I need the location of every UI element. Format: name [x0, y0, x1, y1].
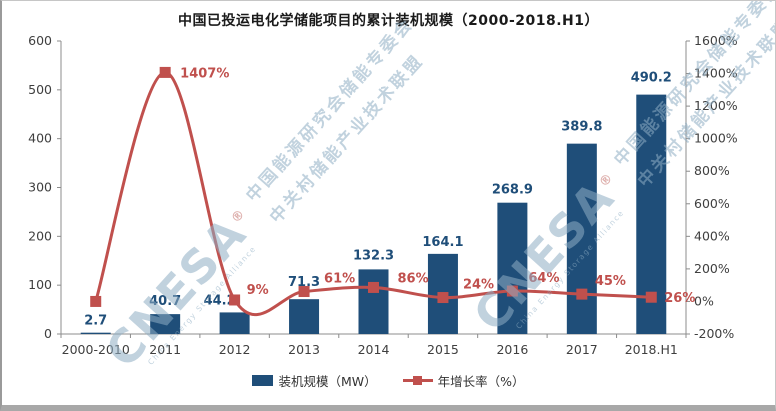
- right-axis-tick-label: 600%: [694, 196, 730, 211]
- category-label: 2014: [358, 342, 390, 357]
- right-axis-tick-label: 1000%: [694, 131, 738, 146]
- line-marker: [229, 294, 241, 306]
- category-label: 2011: [149, 342, 181, 357]
- bar-value-label: 44.2: [204, 293, 236, 308]
- bar-value-label: 2.7: [84, 314, 107, 329]
- growth-rate-label: 61%: [324, 272, 355, 287]
- category-label: 2015: [427, 342, 459, 357]
- category-label: 2018.H1: [625, 342, 678, 357]
- right-axis-tick-label: -200%: [694, 326, 734, 341]
- category-label: 2013: [288, 342, 320, 357]
- bar-value-label: 490.2: [631, 71, 672, 86]
- bar: [358, 269, 389, 334]
- left-axis-tick-label: 0: [44, 326, 52, 341]
- growth-rate-label: 45%: [595, 274, 626, 289]
- bar-value-label: 164.1: [422, 235, 463, 250]
- line-marker: [576, 288, 588, 300]
- legend-label-installed-capacity: 装机规模（MW）: [278, 374, 377, 389]
- legend-label-growth-rate: 年增长率（%）: [437, 374, 525, 389]
- growth-rate-label: 24%: [463, 278, 494, 293]
- category-label: 2012: [219, 342, 251, 357]
- line-marker: [506, 285, 518, 297]
- left-axis-tick-label: 400: [28, 131, 52, 146]
- line-marker: [90, 295, 102, 307]
- category-label: 2017: [566, 342, 598, 357]
- right-axis-tick-label: 1400%: [694, 66, 738, 81]
- line-marker: [298, 286, 310, 298]
- right-axis-tick-label: 400%: [694, 228, 730, 243]
- bar: [497, 202, 528, 334]
- line-marker: [645, 291, 657, 303]
- category-label: 2000-2010: [62, 342, 130, 357]
- left-axis-tick-label: 600: [28, 33, 52, 48]
- combo-chart-canvas: 0 100 200 300 400 500 600 -200% 0% 200% 400% 600% 80…: [28, 33, 738, 357]
- right-axis-tick-label: 0%: [694, 293, 714, 308]
- right-axis-tick-label: 200%: [694, 261, 730, 276]
- line-series-swatch-icon: [402, 375, 433, 386]
- growth-rate-label: 64%: [528, 271, 559, 286]
- line-marker: [437, 292, 449, 304]
- chart-title: 中国已投运电化学储能项目的累计装机规模（2000-2018.H1）: [177, 13, 599, 29]
- bar: [150, 314, 181, 334]
- bar-value-label: 132.3: [353, 248, 394, 263]
- growth-rate-label: 86%: [398, 271, 429, 286]
- left-axis-tick-label: 200: [28, 228, 52, 243]
- left-axis-tick-label: 100: [28, 277, 52, 292]
- bar-series-swatch-icon: [252, 375, 274, 386]
- right-axis-tick-label: 800%: [694, 163, 730, 178]
- growth-rate-label: 9%: [247, 283, 269, 298]
- left-axis-tick-label: 300: [28, 180, 52, 195]
- line-marker: [368, 281, 379, 293]
- category-label: 2016: [496, 342, 528, 357]
- growth-rate-label: 1407%: [180, 66, 229, 81]
- chart-legend: 装机规模（MW） 年增长率（%）: [2, 371, 775, 390]
- bar-value-label: 389.8: [561, 120, 602, 135]
- bar-value-label: 268.9: [492, 183, 533, 198]
- growth-rate-label: 26%: [664, 291, 695, 306]
- left-axis-tick-label: 500: [28, 82, 52, 97]
- bar-value-label: 40.7: [149, 294, 181, 309]
- right-axis-tick-label: 1600%: [694, 33, 738, 48]
- bar: [289, 299, 320, 334]
- bar: [219, 312, 250, 334]
- legend-item-growth-rate: 年增长率（%）: [402, 371, 525, 390]
- legend-item-installed-capacity: 装机规模（MW）: [252, 371, 377, 390]
- line-marker: [159, 66, 171, 78]
- right-axis-tick-label: 1200%: [694, 98, 738, 113]
- bar: [566, 143, 597, 334]
- bar: [80, 332, 111, 334]
- bar-value-label: 71.3: [288, 275, 320, 290]
